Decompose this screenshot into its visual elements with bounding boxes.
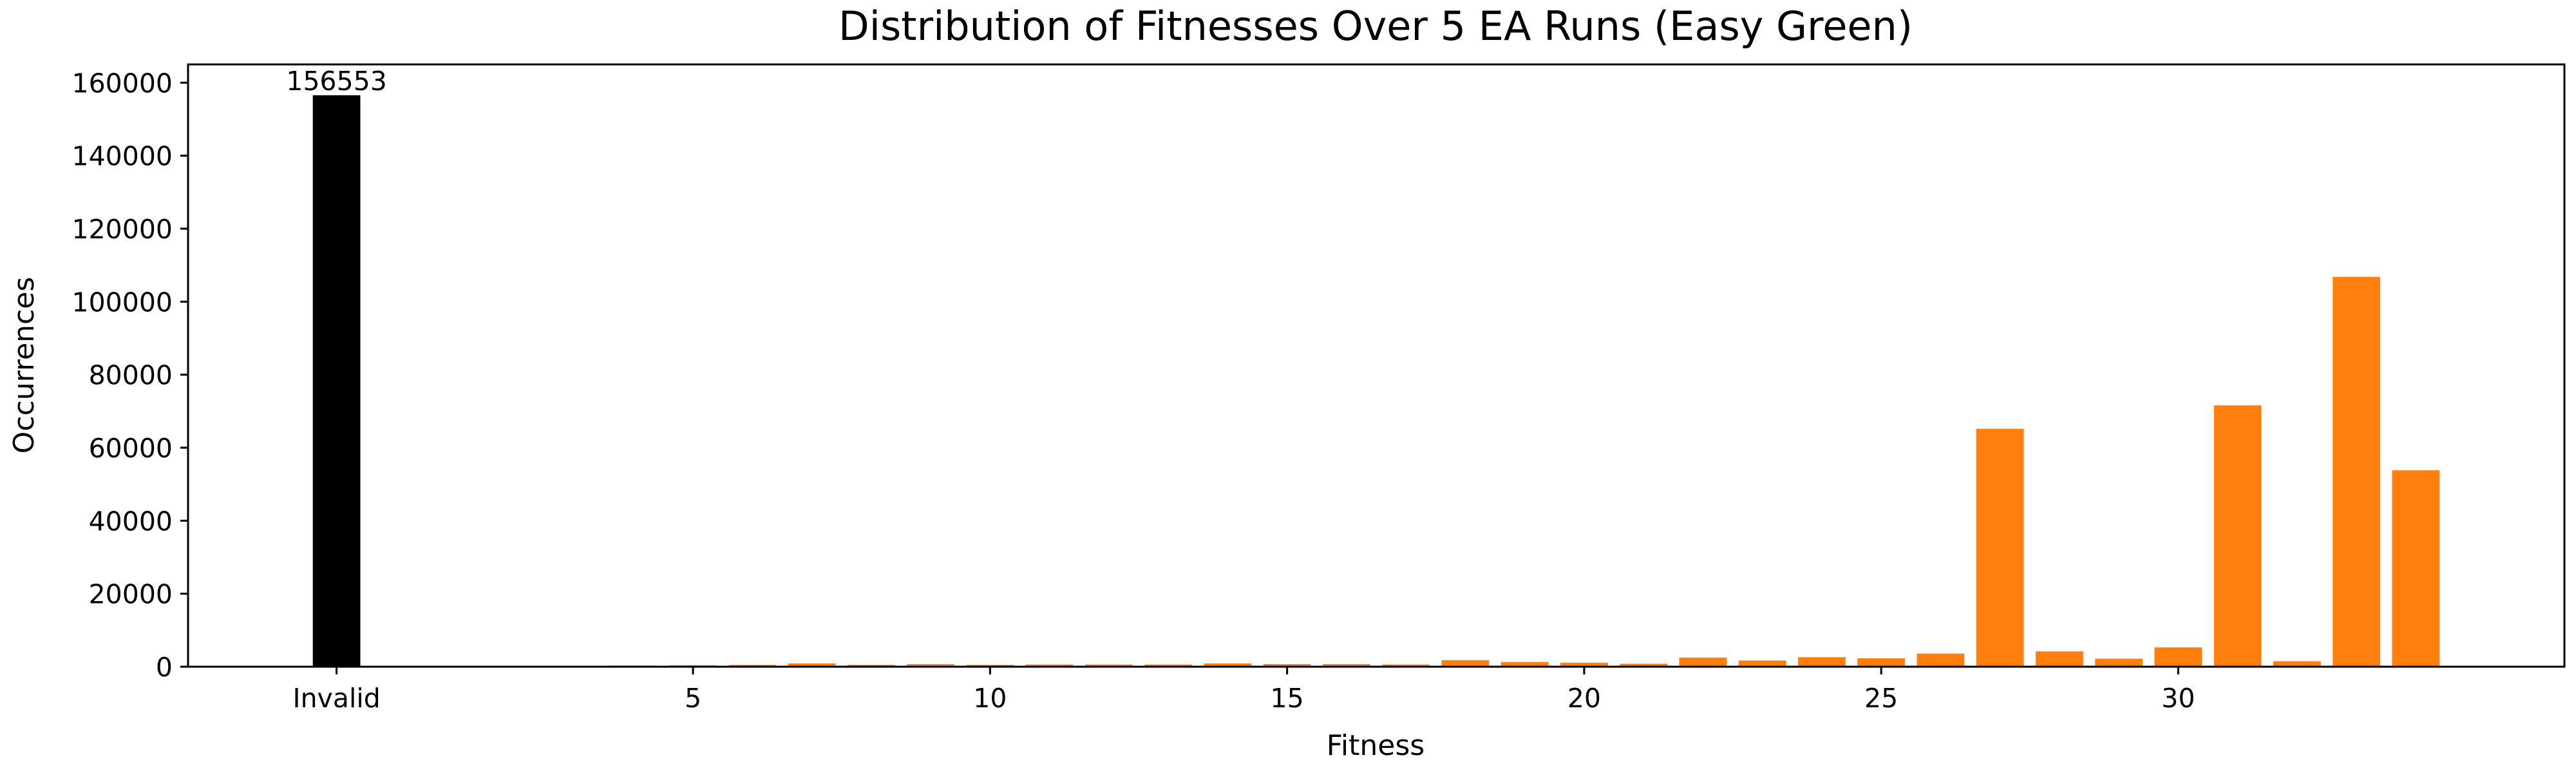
bar [2392,470,2440,667]
bar [1857,658,1906,667]
bar [2035,651,2083,667]
bar [1322,664,1370,667]
x-tick-label: 20 [1567,683,1601,714]
bar [1025,664,1074,667]
y-tick-label: 160000 [71,68,173,99]
y-tick-label: 0 [156,652,173,683]
bar [1263,664,1311,667]
bar [1501,662,1549,667]
bar [2154,647,2202,667]
y-axis-label: Occurrences [8,277,41,453]
x-tick-label: 25 [1864,683,1898,714]
x-axis-label: Fitness [1327,729,1425,762]
bar [1441,660,1490,667]
bar [1797,657,1846,667]
x-tick-label: 30 [2161,683,2195,714]
y-tick-label: 20000 [89,579,173,610]
bar [788,663,836,667]
x-tick-label: 5 [685,683,701,714]
bar [1738,660,1786,667]
bar [312,95,361,667]
plot-frame [187,63,2566,668]
x-tick-label: Invalid [292,683,380,714]
y-tick-label: 80000 [89,360,173,391]
bar [1679,657,1727,667]
bar [1620,663,1668,667]
y-tick-label: 40000 [89,506,173,537]
bar [2273,661,2321,667]
bar [2333,276,2381,667]
bar [1084,664,1133,667]
bar [1976,428,2024,667]
y-axis: 0 20000 40000 60000 80000 100000 120000 140000 1… [71,68,188,683]
bar [1204,663,1252,667]
bar [1382,664,1430,667]
y-tick-label: 60000 [89,433,173,464]
y-tick-label: 140000 [71,141,173,172]
y-tick-label: 100000 [71,287,173,318]
bar [1144,664,1193,667]
bar [1560,662,1608,667]
x-tick-label: 15 [1271,683,1304,714]
x-tick-label: 10 [973,683,1007,714]
chart-title: Distribution of Fitnesses Over 5 EA Runs… [838,3,1913,50]
data-label: 156553 [286,66,387,97]
bars-group [312,95,2440,667]
bar [907,664,955,667]
bar [1917,653,1965,667]
bar [2213,405,2262,667]
data-labels-group: 156553 [286,66,387,97]
y-tick-label: 120000 [71,214,173,245]
bar [2095,658,2143,667]
x-axis: Invalid 5 10 15 20 25 30 [292,667,2195,714]
